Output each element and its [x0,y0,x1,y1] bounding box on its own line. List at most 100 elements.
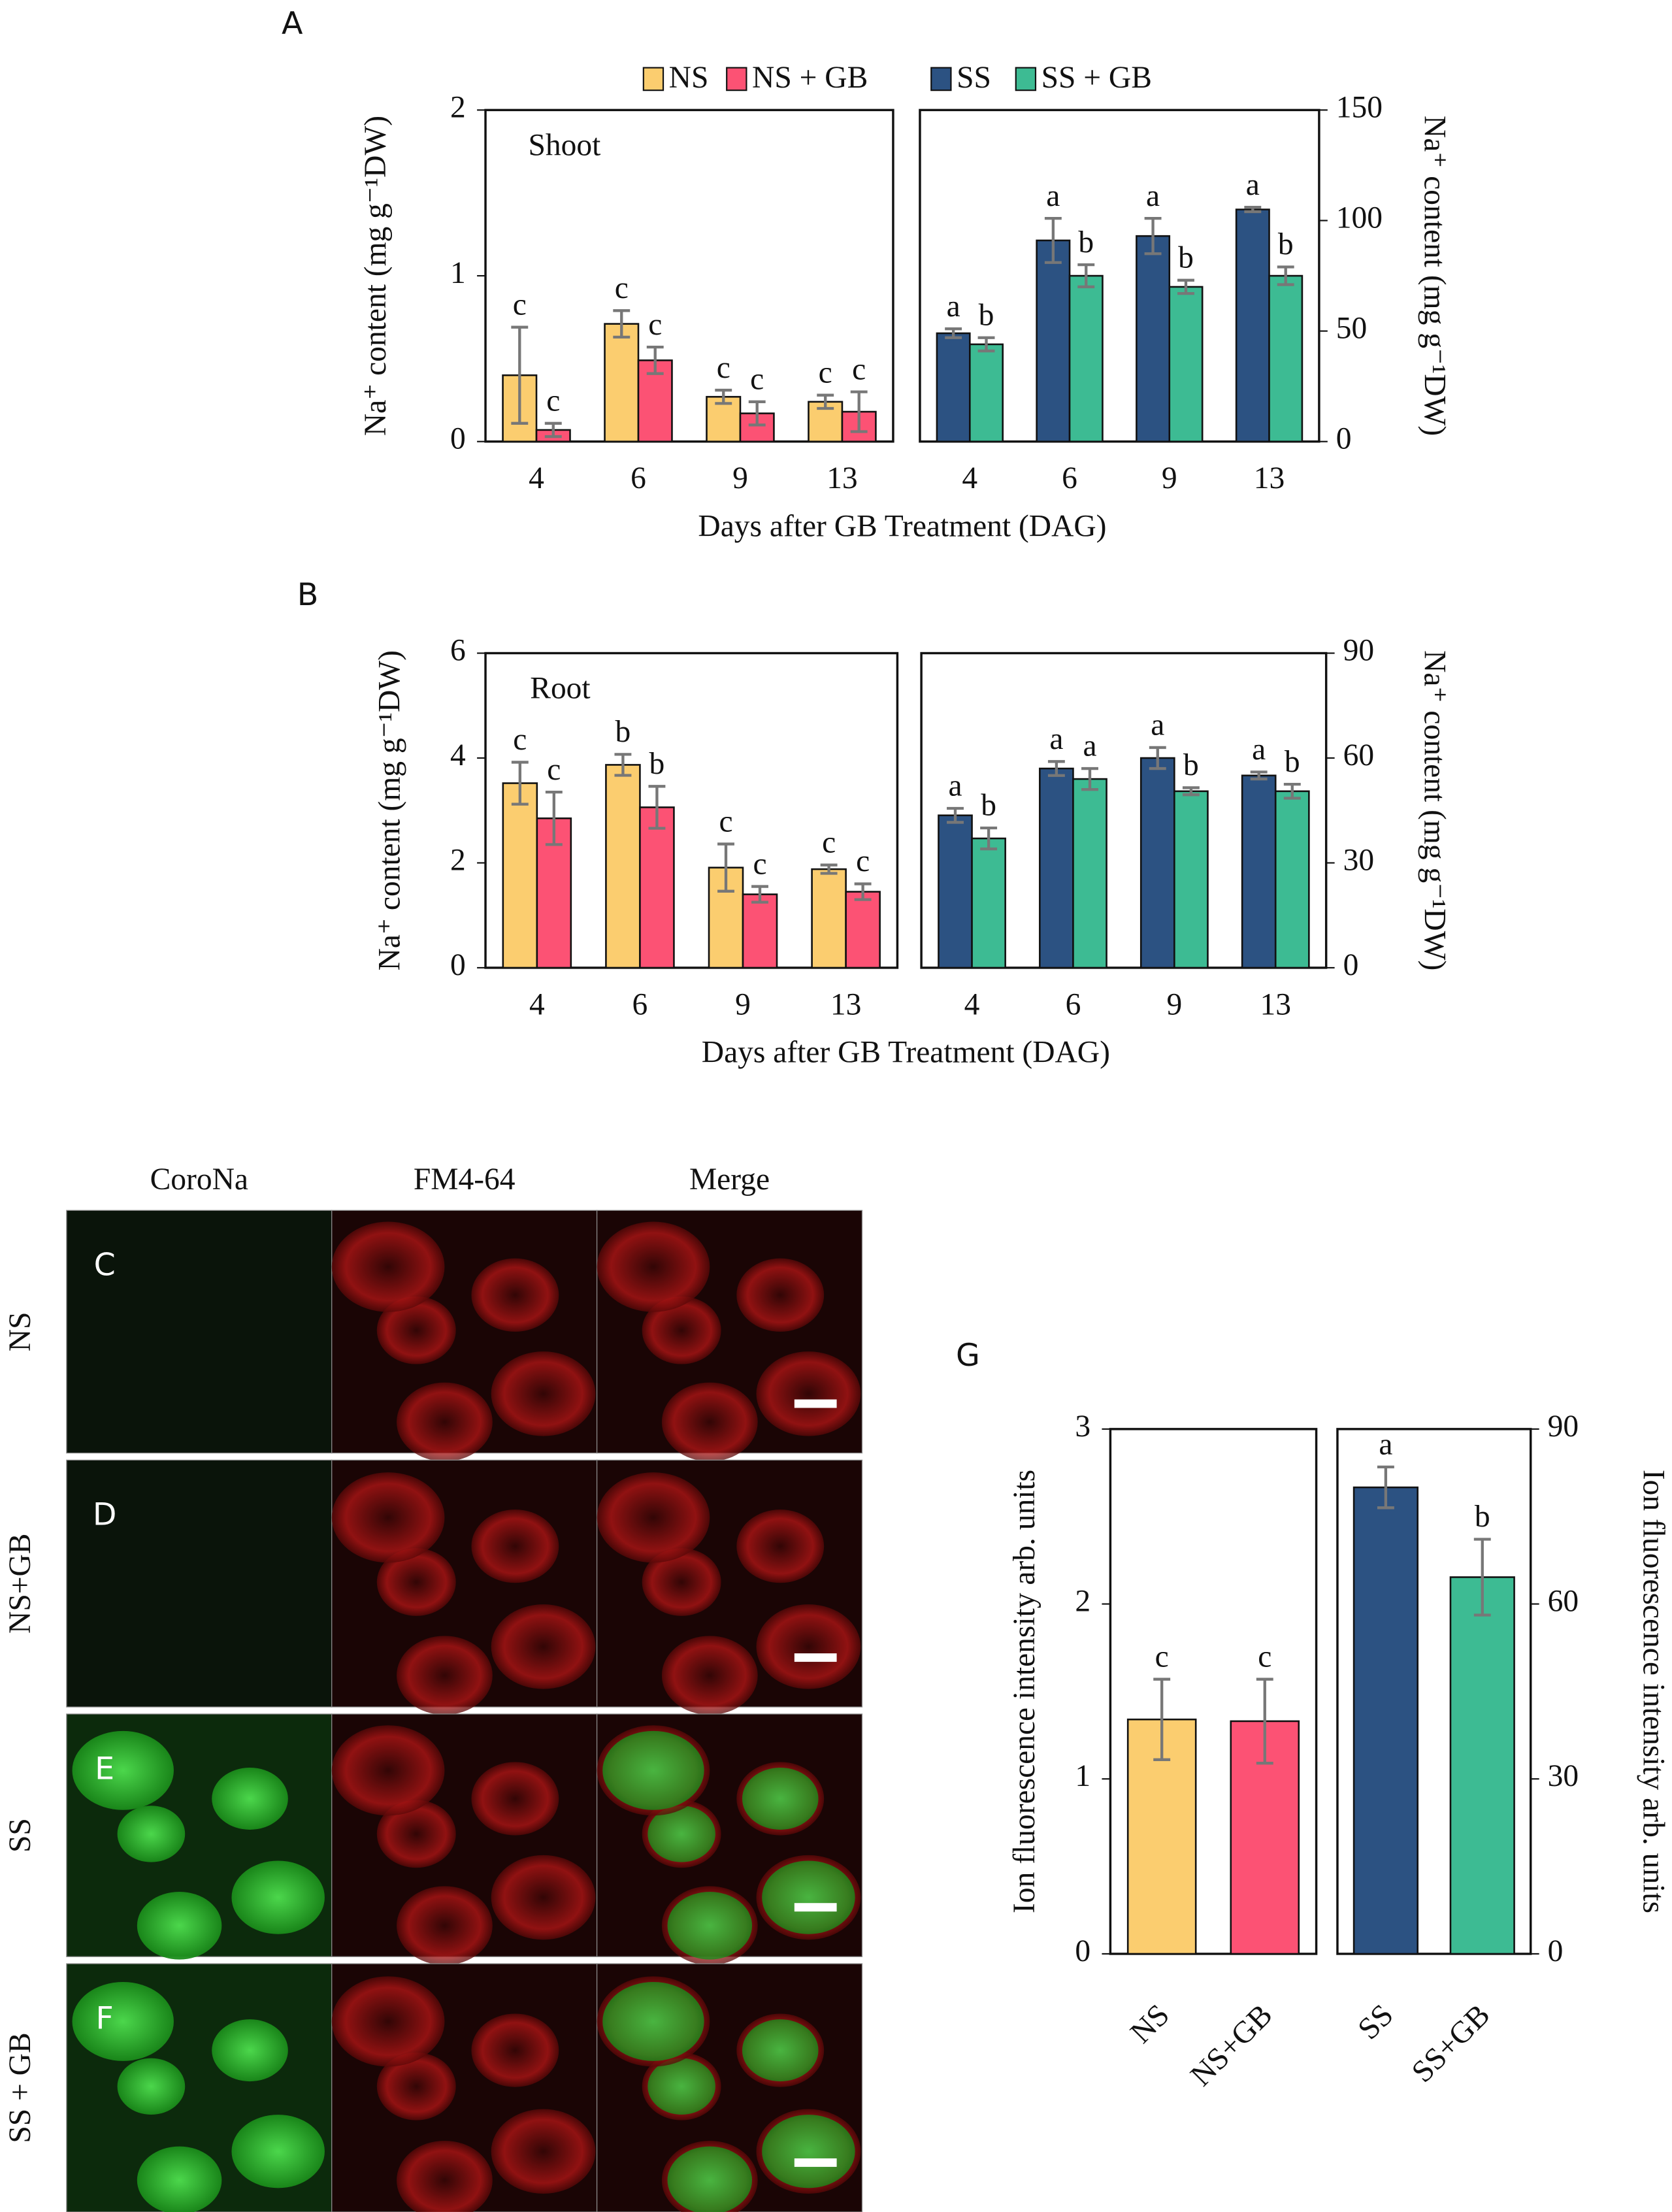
bar [1449,1576,1515,1955]
significance-letter: a [1246,168,1260,202]
panel-label: D [93,1497,117,1533]
significance-letter: a [1252,733,1266,767]
panel-label: E [95,1751,114,1787]
cell-membrane [471,1510,559,1583]
y-tick-label: 2 [1075,1584,1090,1618]
cell-membrane [376,1296,456,1364]
bar [811,868,847,969]
y-axis-label: Ion fluorescence intensity arb. units [1008,1470,1041,1913]
y2-tick-label: 90 [1343,633,1374,667]
significance-letter: c [750,363,764,397]
significance-letter: a [1083,729,1096,763]
error-bar [1177,278,1194,295]
error-bar [1283,782,1301,800]
bar [1068,274,1104,442]
bar [1039,767,1074,969]
x-tick-label: 4 [529,461,544,495]
significance-letter: b [1178,240,1194,274]
panel-frame [1336,1428,1532,1955]
scale-bar [794,2158,837,2167]
error-bar [545,790,563,846]
y2-tick-label: 0 [1548,1934,1564,1968]
y2-tick-label: 60 [1548,1584,1579,1618]
cell-membrane [491,2109,596,2194]
bar [969,343,1004,442]
x-tick-label: 9 [1166,987,1182,1021]
error-bar [820,863,838,875]
x-tick-label: 4 [962,461,977,495]
error-bar [1044,216,1062,264]
cell-sodium [212,2019,288,2082]
significance-letter: b [1278,227,1294,261]
legend-label: NS [669,61,709,95]
error-bar [850,390,868,433]
significance-letter: c [719,804,732,838]
significance-letter: c [852,352,866,386]
error-bar [817,393,834,410]
significance-letter: b [615,715,631,749]
cell-membrane [491,1855,596,1940]
significance-letter: c [546,384,560,418]
significance-letter: c [856,844,870,878]
x-tick-label: 6 [1066,987,1081,1021]
y2-tick-label: 150 [1336,90,1383,124]
significance-letter: b [979,298,994,332]
y2-tick-label: 0 [1343,948,1359,982]
error-bar [1153,1677,1171,1761]
cell-sodium [647,1806,715,1862]
significance-letter: a [948,769,962,803]
cell-membrane [597,1472,710,1563]
x-tick-label: NS+GB [1184,1998,1279,2092]
cell-membrane [597,1221,710,1312]
bar [1352,1486,1418,1955]
cell-sodium [117,1806,186,1862]
significance-letter: a [1146,179,1160,213]
significance-letter: b [981,789,996,823]
error-bar [646,345,664,375]
annotation: Shoot [529,129,601,163]
column-label: CoroNa [150,1163,248,1197]
significance-letter: c [753,847,766,881]
significance-letter: b [1078,225,1094,259]
significance-letter: c [822,825,836,859]
cell-sodium [667,1891,753,1960]
bar [1274,790,1310,969]
error-bar [1244,206,1262,214]
row-label: NS+GB [3,1534,37,1634]
significance-letter: a [1379,1428,1392,1462]
legend-swatch [930,67,952,91]
cell-membrane [736,1258,825,1332]
bar [1036,239,1071,442]
cell-sodium [667,2146,753,2212]
error-bar [1047,760,1065,777]
cell-membrane [471,1762,559,1836]
scale-bar [794,1399,837,1408]
micrograph [66,1210,333,1454]
significance-letter: b [1475,1500,1490,1534]
bar [845,891,881,969]
cell-sodium [742,2019,819,2082]
bar [605,764,641,969]
y-tick-label: 2 [450,90,466,124]
y-tick-label: 0 [450,422,466,456]
significance-letter: a [1046,179,1060,213]
significance-letter: c [513,723,527,757]
bar [1241,774,1277,969]
panel-label: B [297,577,319,613]
cell-membrane [331,1221,445,1312]
error-bar [511,325,529,425]
y-axis-label: Na⁺ content (mg g⁻¹DW) [359,116,393,436]
panel-frame [920,652,1328,969]
error-bar [977,336,995,353]
x-tick-label: 9 [732,461,748,495]
cell-membrane [397,1382,493,1462]
cell-sodium [72,1730,174,1810]
cell-sodium [742,1767,819,1830]
cell-sodium [602,1981,704,2061]
bar [1072,778,1107,969]
error-bar [947,806,964,824]
error-bar [614,753,632,777]
significance-letter: a [947,289,960,323]
error-bar [1144,216,1162,256]
